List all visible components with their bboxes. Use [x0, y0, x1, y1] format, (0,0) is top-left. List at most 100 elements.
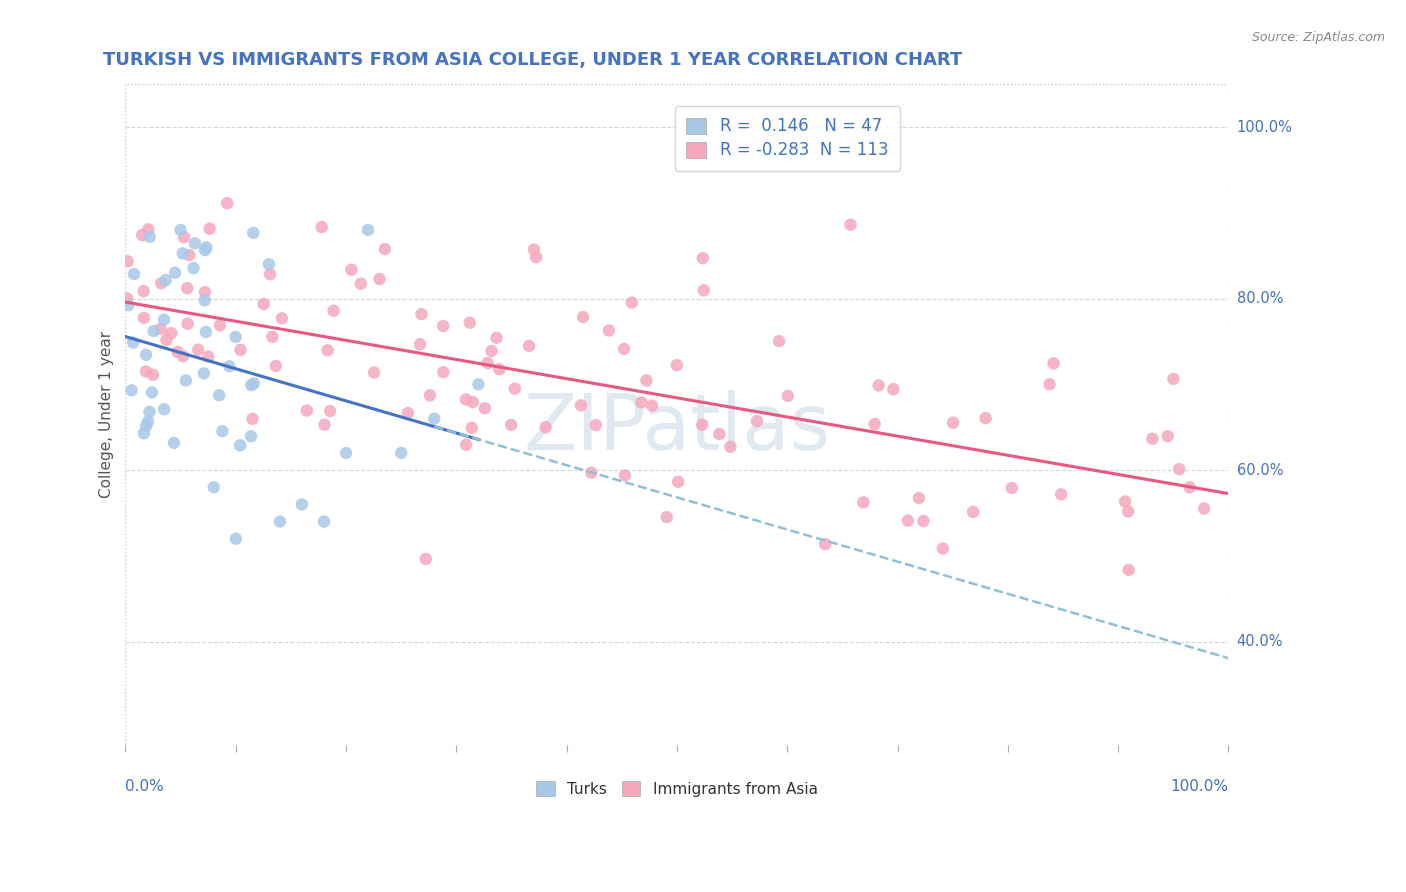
Point	[153, 312, 176, 326]
Point	[314, 417, 336, 432]
Point	[311, 220, 333, 235]
Point	[1163, 372, 1185, 386]
Point	[432, 318, 454, 333]
Point	[666, 475, 689, 489]
Point	[745, 414, 768, 428]
Point	[322, 303, 344, 318]
Point	[149, 322, 172, 336]
Point	[641, 399, 664, 413]
Point	[208, 388, 231, 402]
Point	[240, 378, 263, 392]
Point	[295, 403, 318, 417]
Point	[1178, 480, 1201, 494]
Point	[419, 388, 441, 402]
Point	[1050, 487, 1073, 501]
Point	[172, 349, 194, 363]
Point	[863, 417, 886, 431]
Point	[1118, 563, 1140, 577]
Point	[357, 223, 380, 237]
Point	[153, 402, 176, 417]
Point	[169, 223, 191, 237]
Point	[396, 406, 419, 420]
Point	[194, 325, 217, 339]
Point	[117, 254, 139, 268]
Point	[974, 411, 997, 425]
Point	[415, 552, 437, 566]
Point	[572, 310, 595, 324]
Point	[474, 401, 496, 416]
Point	[1042, 356, 1064, 370]
Point	[141, 385, 163, 400]
Point	[142, 324, 165, 338]
Point	[868, 378, 890, 392]
Point	[183, 261, 205, 276]
Point	[264, 359, 287, 373]
Point	[458, 316, 481, 330]
Point	[690, 417, 713, 432]
Point	[335, 446, 357, 460]
Point	[897, 514, 920, 528]
Point	[709, 427, 731, 442]
Point	[163, 435, 186, 450]
Point	[291, 497, 314, 511]
Point	[569, 398, 592, 412]
Point	[839, 218, 862, 232]
Legend: Turks, Immigrants from Asia: Turks, Immigrants from Asia	[530, 775, 824, 803]
Point	[768, 334, 790, 348]
Point	[132, 310, 155, 325]
Point	[150, 277, 173, 291]
Point	[155, 333, 177, 347]
Point	[374, 242, 396, 256]
Point	[132, 426, 155, 441]
Point	[620, 295, 643, 310]
Point	[907, 491, 929, 505]
Point	[409, 337, 432, 351]
Y-axis label: College, Under 1 year: College, Under 1 year	[100, 331, 114, 498]
Point	[481, 343, 503, 358]
Point	[1142, 432, 1164, 446]
Point	[122, 267, 145, 281]
Point	[176, 317, 198, 331]
Point	[1116, 504, 1139, 518]
Point	[814, 537, 837, 551]
Point	[524, 250, 547, 264]
Point	[523, 243, 546, 257]
Point	[534, 420, 557, 434]
Point	[122, 335, 145, 350]
Point	[368, 272, 391, 286]
Point	[225, 532, 247, 546]
Point	[240, 429, 263, 443]
Point	[174, 373, 197, 387]
Point	[166, 344, 188, 359]
Point	[163, 266, 186, 280]
Point	[1192, 501, 1215, 516]
Text: 80.0%: 80.0%	[1237, 291, 1284, 306]
Point	[217, 196, 239, 211]
Point	[312, 515, 335, 529]
Point	[630, 395, 652, 409]
Text: Source: ZipAtlas.com: Source: ZipAtlas.com	[1251, 31, 1385, 45]
Point	[135, 364, 157, 378]
Point	[432, 365, 454, 379]
Point	[1168, 462, 1191, 476]
Point	[693, 283, 716, 297]
Point	[692, 251, 714, 265]
Point	[852, 495, 875, 509]
Point	[932, 541, 955, 556]
Point	[179, 248, 201, 262]
Point	[363, 366, 385, 380]
Point	[136, 415, 159, 429]
Point	[121, 384, 143, 398]
Point	[195, 240, 218, 254]
Point	[187, 343, 209, 357]
Point	[198, 221, 221, 235]
Point	[1114, 494, 1136, 508]
Point	[184, 236, 207, 251]
Point	[271, 311, 294, 326]
Point	[350, 277, 373, 291]
Point	[613, 342, 636, 356]
Text: 60.0%: 60.0%	[1237, 463, 1284, 477]
Text: 100.0%: 100.0%	[1237, 120, 1292, 135]
Point	[243, 376, 266, 391]
Point	[193, 367, 215, 381]
